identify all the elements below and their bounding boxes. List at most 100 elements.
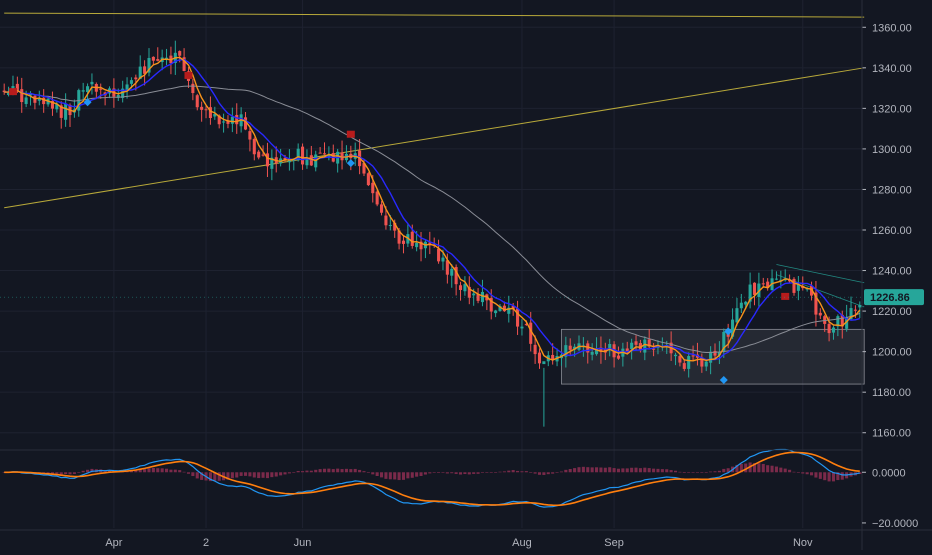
candle[interactable]: [774, 271, 778, 281]
candle[interactable]: [586, 340, 590, 364]
candle[interactable]: [831, 325, 836, 340]
candle[interactable]: [735, 297, 739, 326]
candle[interactable]: [722, 328, 726, 358]
candle[interactable]: [419, 231, 423, 262]
candle[interactable]: [366, 172, 370, 187]
candle[interactable]: [191, 78, 195, 101]
candle-body: [28, 93, 33, 96]
candle[interactable]: [151, 56, 155, 65]
candle[interactable]: [147, 48, 151, 77]
candle[interactable]: [463, 276, 467, 296]
candle[interactable]: [428, 231, 432, 255]
candle[interactable]: [796, 275, 800, 301]
candle[interactable]: [590, 343, 594, 361]
candle[interactable]: [687, 352, 691, 378]
candle[interactable]: [673, 352, 678, 366]
candle-body: [709, 351, 713, 363]
candle[interactable]: [318, 147, 322, 154]
candle[interactable]: [630, 338, 634, 360]
candle[interactable]: [222, 113, 226, 133]
candle[interactable]: [42, 89, 46, 113]
candle[interactable]: [713, 343, 717, 360]
candle[interactable]: [704, 359, 708, 372]
candle[interactable]: [90, 73, 94, 95]
candle-body: [524, 324, 528, 326]
macd-histogram-bar: [151, 467, 155, 473]
candle[interactable]: [792, 277, 796, 296]
candle[interactable]: [165, 48, 169, 66]
candle[interactable]: [138, 55, 142, 80]
candle[interactable]: [748, 272, 752, 309]
candle[interactable]: [678, 353, 682, 367]
candle[interactable]: [467, 276, 471, 305]
candle[interactable]: [700, 353, 704, 373]
candle[interactable]: [64, 93, 68, 127]
macd-histogram-bar: [353, 468, 357, 473]
candle[interactable]: [542, 361, 546, 427]
last-price-badge: [864, 289, 924, 306]
candle[interactable]: [143, 60, 147, 86]
candle[interactable]: [204, 104, 208, 119]
candle[interactable]: [270, 149, 274, 181]
candle[interactable]: [20, 77, 24, 113]
candle[interactable]: [226, 115, 230, 129]
candle[interactable]: [520, 319, 524, 336]
candle[interactable]: [195, 93, 199, 111]
candle-body: [20, 89, 24, 103]
candle[interactable]: [50, 91, 54, 116]
candle[interactable]: [81, 82, 85, 101]
candle[interactable]: [516, 300, 520, 335]
candle[interactable]: [252, 137, 256, 161]
candle[interactable]: [340, 140, 344, 170]
candle[interactable]: [682, 359, 686, 372]
candle[interactable]: [248, 126, 252, 152]
candle[interactable]: [450, 264, 454, 288]
candle[interactable]: [156, 47, 160, 62]
candle[interactable]: [480, 279, 484, 307]
candle[interactable]: [537, 348, 542, 369]
candle[interactable]: [766, 278, 770, 291]
candle[interactable]: [533, 335, 537, 364]
candle[interactable]: [327, 146, 331, 161]
candle[interactable]: [59, 101, 63, 129]
candle[interactable]: [494, 309, 498, 318]
candle[interactable]: [2, 83, 6, 95]
candle[interactable]: [595, 337, 599, 356]
candle[interactable]: [752, 282, 757, 306]
candle[interactable]: [125, 77, 129, 99]
candle[interactable]: [858, 301, 862, 319]
candle[interactable]: [230, 107, 234, 133]
candle[interactable]: [691, 345, 695, 362]
candlesticks[interactable]: [2, 40, 862, 427]
candle[interactable]: [476, 288, 480, 304]
candle[interactable]: [265, 142, 269, 177]
candle[interactable]: [818, 308, 822, 319]
candle[interactable]: [717, 341, 721, 365]
macd-histogram-bar: [595, 467, 599, 473]
candle[interactable]: [608, 338, 612, 357]
candle[interactable]: [257, 149, 261, 160]
candle[interactable]: [739, 293, 743, 314]
candle-body: [208, 107, 212, 119]
candle-body: [731, 319, 735, 337]
candle[interactable]: [200, 101, 204, 122]
candle[interactable]: [301, 143, 305, 170]
candle[interactable]: [380, 201, 384, 216]
candle[interactable]: [86, 83, 90, 101]
macd-histogram-bar: [612, 468, 616, 473]
candle[interactable]: [564, 336, 568, 368]
candle[interactable]: [454, 264, 458, 296]
candle[interactable]: [458, 281, 463, 301]
candle[interactable]: [322, 142, 327, 155]
candle[interactable]: [437, 239, 441, 264]
candle[interactable]: [401, 235, 406, 254]
macd-histogram-bar: [599, 467, 603, 473]
candle-body: [520, 326, 524, 329]
candle[interactable]: [652, 343, 656, 357]
candle[interactable]: [634, 335, 638, 351]
candle[interactable]: [309, 145, 313, 167]
candle[interactable]: [375, 190, 379, 207]
candle[interactable]: [599, 336, 603, 364]
